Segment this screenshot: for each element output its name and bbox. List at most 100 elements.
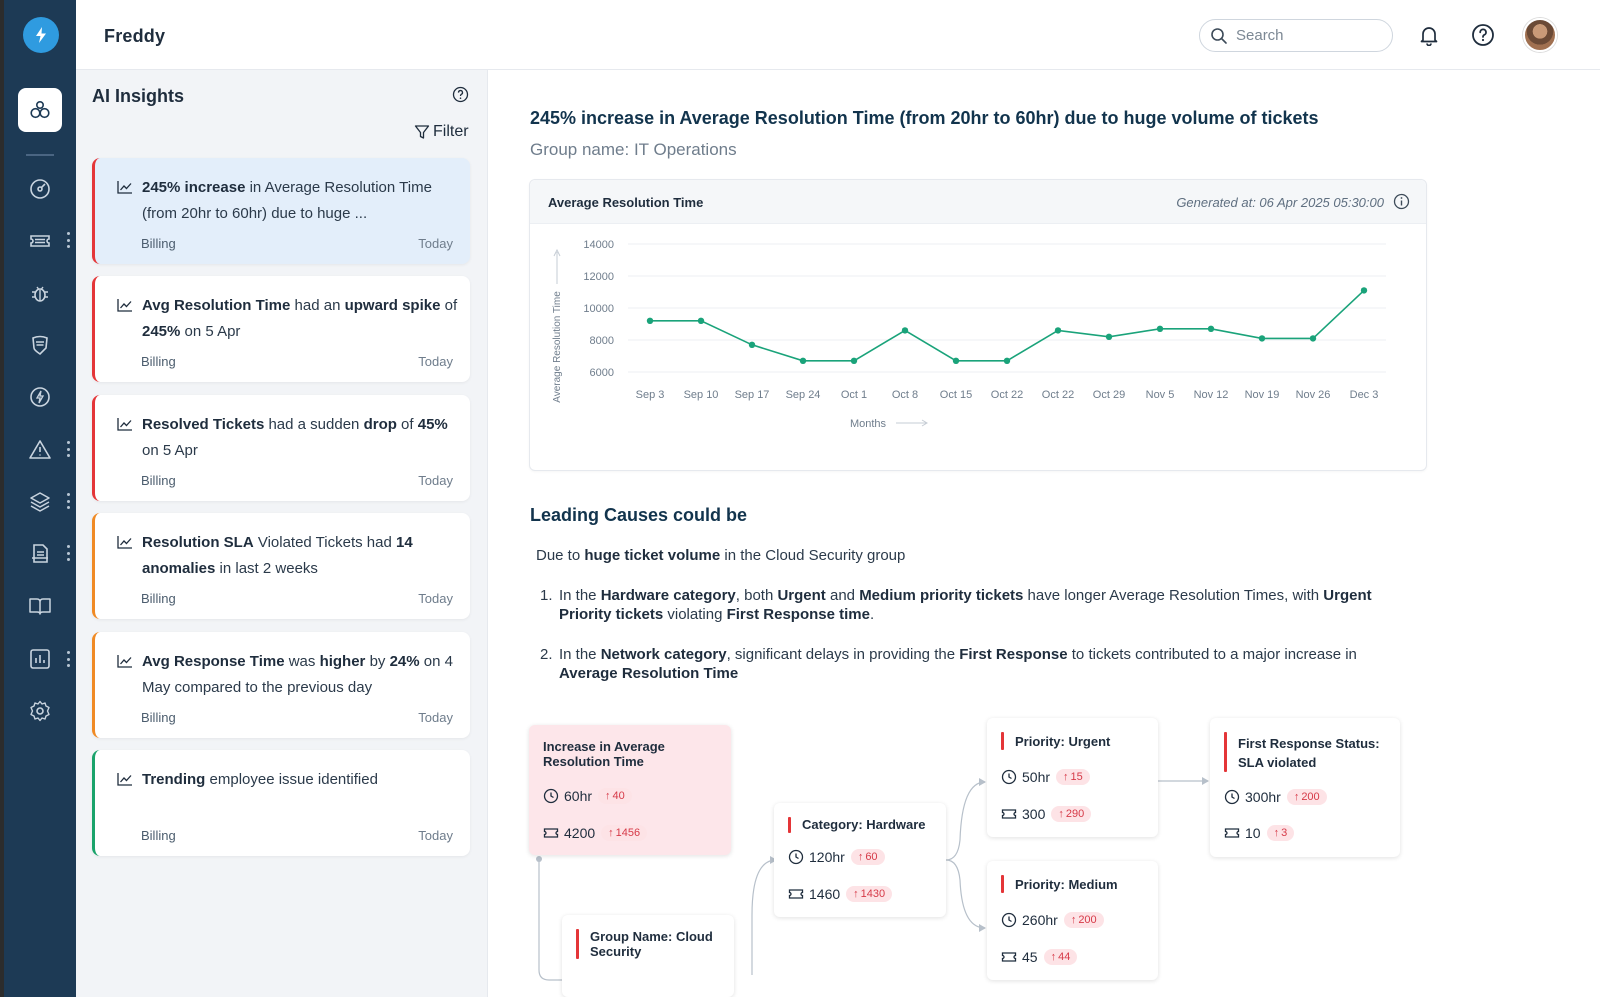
- book-icon: [29, 598, 51, 615]
- trend-chart-icon: [117, 772, 133, 791]
- y-tick-label: 10000: [583, 303, 614, 315]
- filter-button[interactable]: Filter: [414, 123, 469, 141]
- insight-category: Billing: [141, 473, 176, 488]
- generated-info-button[interactable]: [1393, 193, 1410, 215]
- x-tick-label: Sep 3: [636, 389, 665, 401]
- data-point: [1258, 335, 1266, 342]
- help-button[interactable]: [1470, 22, 1496, 48]
- alert-triangle-icon: [29, 440, 51, 459]
- data-point: [952, 357, 960, 364]
- insight-card[interactable]: Avg Response Time was higher by 24% on 4…: [92, 632, 470, 738]
- sidebar-item-changes[interactable]: [26, 331, 54, 359]
- node-time-metric: 260hr ↑ 200: [1001, 912, 1104, 928]
- tickets-more-dots[interactable]: [66, 232, 70, 248]
- data-point: [1156, 325, 1164, 332]
- leading-causes-title: Leading Causes could be: [530, 505, 748, 525]
- time-delta-badge: ↑ 200: [1286, 789, 1327, 805]
- x-axis-label: Months: [850, 418, 887, 430]
- node-first-response-sla[interactable]: First Response Status: SLA violated 300h…: [1210, 718, 1400, 857]
- node-tickets-metric: 300 ↑ 290: [1001, 806, 1092, 822]
- sidebar-item-problems[interactable]: [26, 279, 54, 307]
- sidebar-item-alerts[interactable]: [26, 436, 54, 464]
- node-title: Priority: Urgent: [1015, 734, 1111, 749]
- cause-text: In the Network category, significant del…: [559, 646, 1357, 682]
- insight-card[interactable]: Resolved Tickets had a sudden drop of 45…: [92, 395, 470, 501]
- node-accent-bar: [1001, 875, 1004, 893]
- clock-icon: [1224, 789, 1240, 805]
- x-tick-label: Sep 24: [786, 389, 821, 401]
- layers-icon: [30, 492, 50, 512]
- sidebar-item-dashboard[interactable]: [26, 175, 54, 203]
- node-increase[interactable]: Increase in Average Resolution Time 60hr…: [529, 725, 731, 855]
- freshservice-logo[interactable]: [23, 17, 59, 53]
- sidebar-item-assets[interactable]: [26, 488, 54, 516]
- app-frame: Freddy AI Insights Filter 245% increase …: [4, 0, 1600, 997]
- ticket-icon: [788, 889, 804, 899]
- notifications-button[interactable]: [1416, 22, 1442, 48]
- top-header: Freddy: [76, 0, 1600, 70]
- tickets-delta-badge: ↑ 44: [1043, 949, 1078, 965]
- x-tick-label: Oct 15: [940, 389, 972, 401]
- insight-time: Today: [418, 710, 453, 725]
- trend-chart-icon: [117, 180, 133, 199]
- insight-category: Billing: [141, 354, 176, 369]
- ticket-icon: [543, 828, 559, 838]
- node-title: Category: Hardware: [802, 817, 926, 832]
- help-circle-icon: [452, 86, 469, 103]
- data-point: [1207, 325, 1215, 332]
- node-group-cloud-security[interactable]: Group Name: Cloud Security: [562, 915, 734, 997]
- data-point: [799, 357, 807, 364]
- node-tickets-metric: 4200 ↑ 1456: [543, 825, 648, 841]
- node-priority-medium[interactable]: Priority: Medium 260hr ↑ 200 45 ↑ 44: [987, 861, 1158, 980]
- sidebar-separator: [26, 154, 54, 156]
- chart-card: Average Resolution Time Generated at: 06…: [529, 179, 1427, 471]
- trend-chart-icon: [117, 535, 133, 554]
- insight-card[interactable]: Resolution SLA Violated Tickets had 14 a…: [92, 513, 470, 619]
- y-axis-arrowhead: [553, 248, 561, 257]
- insight-card[interactable]: 245% increase in Average Resolution Time…: [92, 158, 470, 264]
- data-point: [646, 317, 654, 324]
- insight-category: Billing: [141, 236, 176, 251]
- x-tick-label: Oct 22: [1042, 389, 1074, 401]
- node-title: Group Name: Cloud Security: [590, 929, 713, 959]
- insight-time: Today: [418, 828, 453, 843]
- node-time-metric: 60hr ↑ 40: [543, 788, 632, 804]
- data-point: [1105, 333, 1113, 340]
- reports-more-dots[interactable]: [66, 651, 70, 667]
- sidebar-item-reports[interactable]: [26, 645, 54, 673]
- sidebar-item-admin-settings[interactable]: [26, 697, 54, 725]
- insight-detail: 245% increase in Average Resolution Time…: [488, 70, 1600, 997]
- help-circle-icon: [1472, 24, 1494, 46]
- ticket-icon: [30, 235, 50, 247]
- node-category-hardware[interactable]: Category: Hardware 120hr ↑ 60 1460 ↑ 143…: [774, 803, 946, 917]
- tickets-delta-badge: ↑ 1456: [601, 825, 648, 841]
- node-tickets-metric: 10 ↑ 3: [1224, 825, 1295, 841]
- tickets-delta-badge: ↑ 1430: [846, 886, 893, 902]
- release-bolt-icon: [30, 387, 50, 407]
- insights-help-button[interactable]: [452, 86, 469, 108]
- node-priority-urgent[interactable]: Priority: Urgent 50hr ↑ 15 300 ↑ 290: [987, 718, 1158, 837]
- sidebar-item-solutions[interactable]: [26, 540, 54, 568]
- node-accent-bar: [788, 817, 791, 833]
- insight-title: 245% increase in Average Resolution Time…: [530, 108, 1319, 128]
- clock-icon: [788, 849, 804, 865]
- insight-card[interactable]: Trending employee issue identified Billin…: [92, 750, 470, 856]
- sidebar-item-releases[interactable]: [26, 383, 54, 411]
- group-name: Group name: IT Operations: [530, 140, 737, 159]
- solutions-more-dots[interactable]: [66, 545, 70, 561]
- user-avatar[interactable]: [1523, 18, 1557, 52]
- node-accent-bar: [1001, 732, 1004, 750]
- assets-more-dots[interactable]: [66, 493, 70, 509]
- insight-card[interactable]: Avg Resolution Time had an upward spike …: [92, 276, 470, 382]
- flow-connectors: [536, 777, 1209, 981]
- shield-icon: [32, 335, 48, 356]
- sidebar-item-ai-insights[interactable]: [18, 88, 62, 132]
- insight-text: 245% increase in Average Resolution Time…: [142, 179, 432, 222]
- sidebar-item-knowledge-base[interactable]: [26, 592, 54, 620]
- search-box[interactable]: [1199, 19, 1393, 52]
- alerts-more-dots[interactable]: [66, 441, 70, 457]
- search-icon: [1211, 27, 1227, 44]
- y-tick-label: 6000: [590, 367, 614, 379]
- sidebar-item-tickets[interactable]: [26, 227, 54, 255]
- search-input[interactable]: [1236, 27, 1376, 44]
